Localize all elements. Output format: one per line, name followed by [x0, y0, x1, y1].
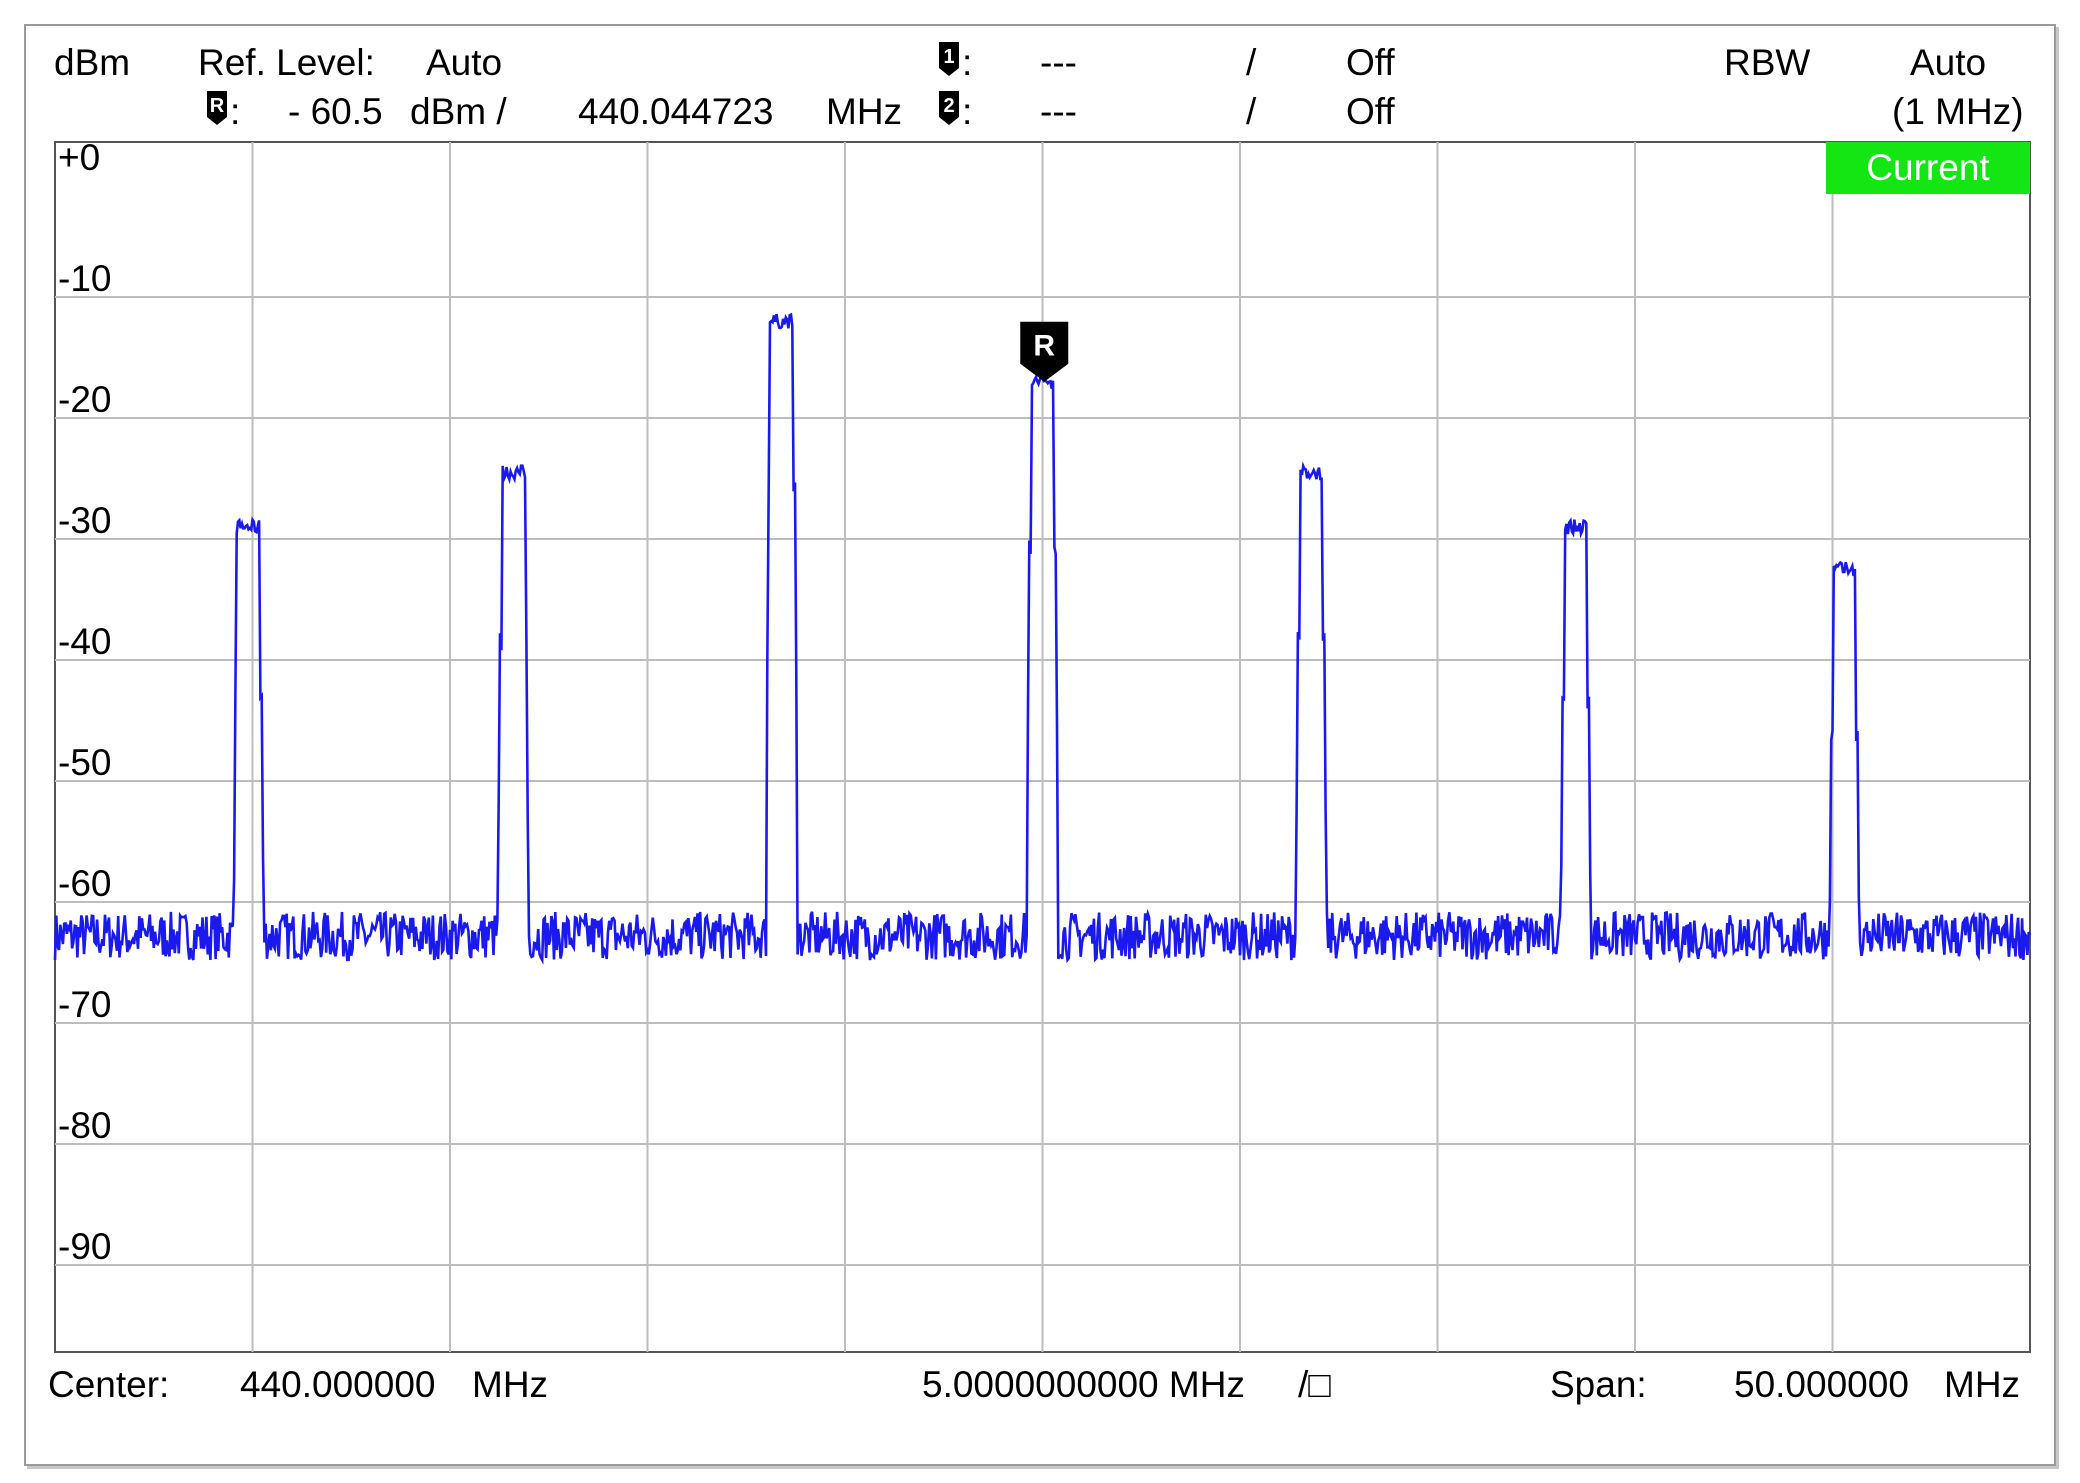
y-tick-label: -10 — [58, 258, 111, 299]
y-tick-labels: +0 -10 -20 -30 -40 -50 -60 -70 -80 -90 — [58, 137, 111, 1267]
marker-1-value: --- — [1040, 42, 1077, 83]
marker-1-state: Off — [1346, 42, 1395, 83]
y-tick-label: -90 — [58, 1226, 111, 1267]
marker-2-value: --- — [1040, 91, 1077, 132]
y-tick-label: -80 — [58, 1105, 111, 1146]
current-trace-badge: Current — [1826, 142, 2030, 194]
ref-marker-colon: : — [230, 91, 241, 132]
rbw-mode: Auto — [1910, 42, 1987, 83]
y-tick-label: -70 — [58, 984, 111, 1025]
marker-1-slash: / — [1246, 42, 1257, 83]
marker-2-state: Off — [1346, 91, 1395, 132]
rbw-label: RBW — [1724, 42, 1811, 83]
ref-marker-freq-unit: MHz — [826, 91, 903, 132]
marker-1-icon: 1 — [938, 41, 960, 77]
marker-1-colon: : — [962, 42, 973, 83]
division-value: 5.0000000000 MHz — [922, 1364, 1245, 1405]
y-tick-label: -60 — [58, 863, 111, 904]
analyzer-frame — [24, 24, 2056, 1466]
y-tick-label: -30 — [58, 500, 111, 541]
ref-level-label: Ref. Level: — [198, 42, 375, 83]
ref-marker-level: - 60.5 — [288, 91, 383, 132]
svg-text:R: R — [210, 95, 225, 117]
unit-label: dBm — [54, 42, 131, 83]
svg-text:2: 2 — [943, 95, 954, 117]
center-label: Center: — [48, 1364, 170, 1405]
svg-text:1: 1 — [943, 46, 954, 68]
ref-marker-icon: R — [206, 90, 228, 126]
ref-marker-on-trace: R — [1020, 321, 1069, 382]
marker-2-colon: : — [962, 91, 973, 132]
marker-2-slash: / — [1246, 91, 1257, 132]
rbw-value: (1 MHz) — [1892, 91, 2024, 132]
ref-marker-pointer-icon — [1020, 321, 1069, 382]
marker-2-icon: 2 — [938, 90, 960, 126]
grid — [54, 141, 2031, 1353]
center-value: 440.000000 — [240, 1364, 436, 1405]
y-tick-label: -50 — [58, 742, 111, 783]
span-value: 50.000000 — [1734, 1364, 1909, 1405]
center-unit: MHz — [472, 1364, 549, 1405]
y-tick-label: -20 — [58, 379, 111, 420]
span-label: Span: — [1550, 1364, 1647, 1405]
ref-marker-level-unit: dBm / — [410, 91, 507, 132]
ref-marker-pointer-letter: R — [1033, 330, 1055, 363]
y-tick-label: -40 — [58, 621, 111, 662]
y-tick-label: +0 — [58, 137, 100, 178]
span-unit: MHz — [1944, 1364, 2021, 1405]
ref-level-value: Auto — [426, 42, 503, 83]
ref-marker-freq: 440.044723 — [578, 91, 774, 132]
division-unit: /□ — [1298, 1364, 1331, 1405]
